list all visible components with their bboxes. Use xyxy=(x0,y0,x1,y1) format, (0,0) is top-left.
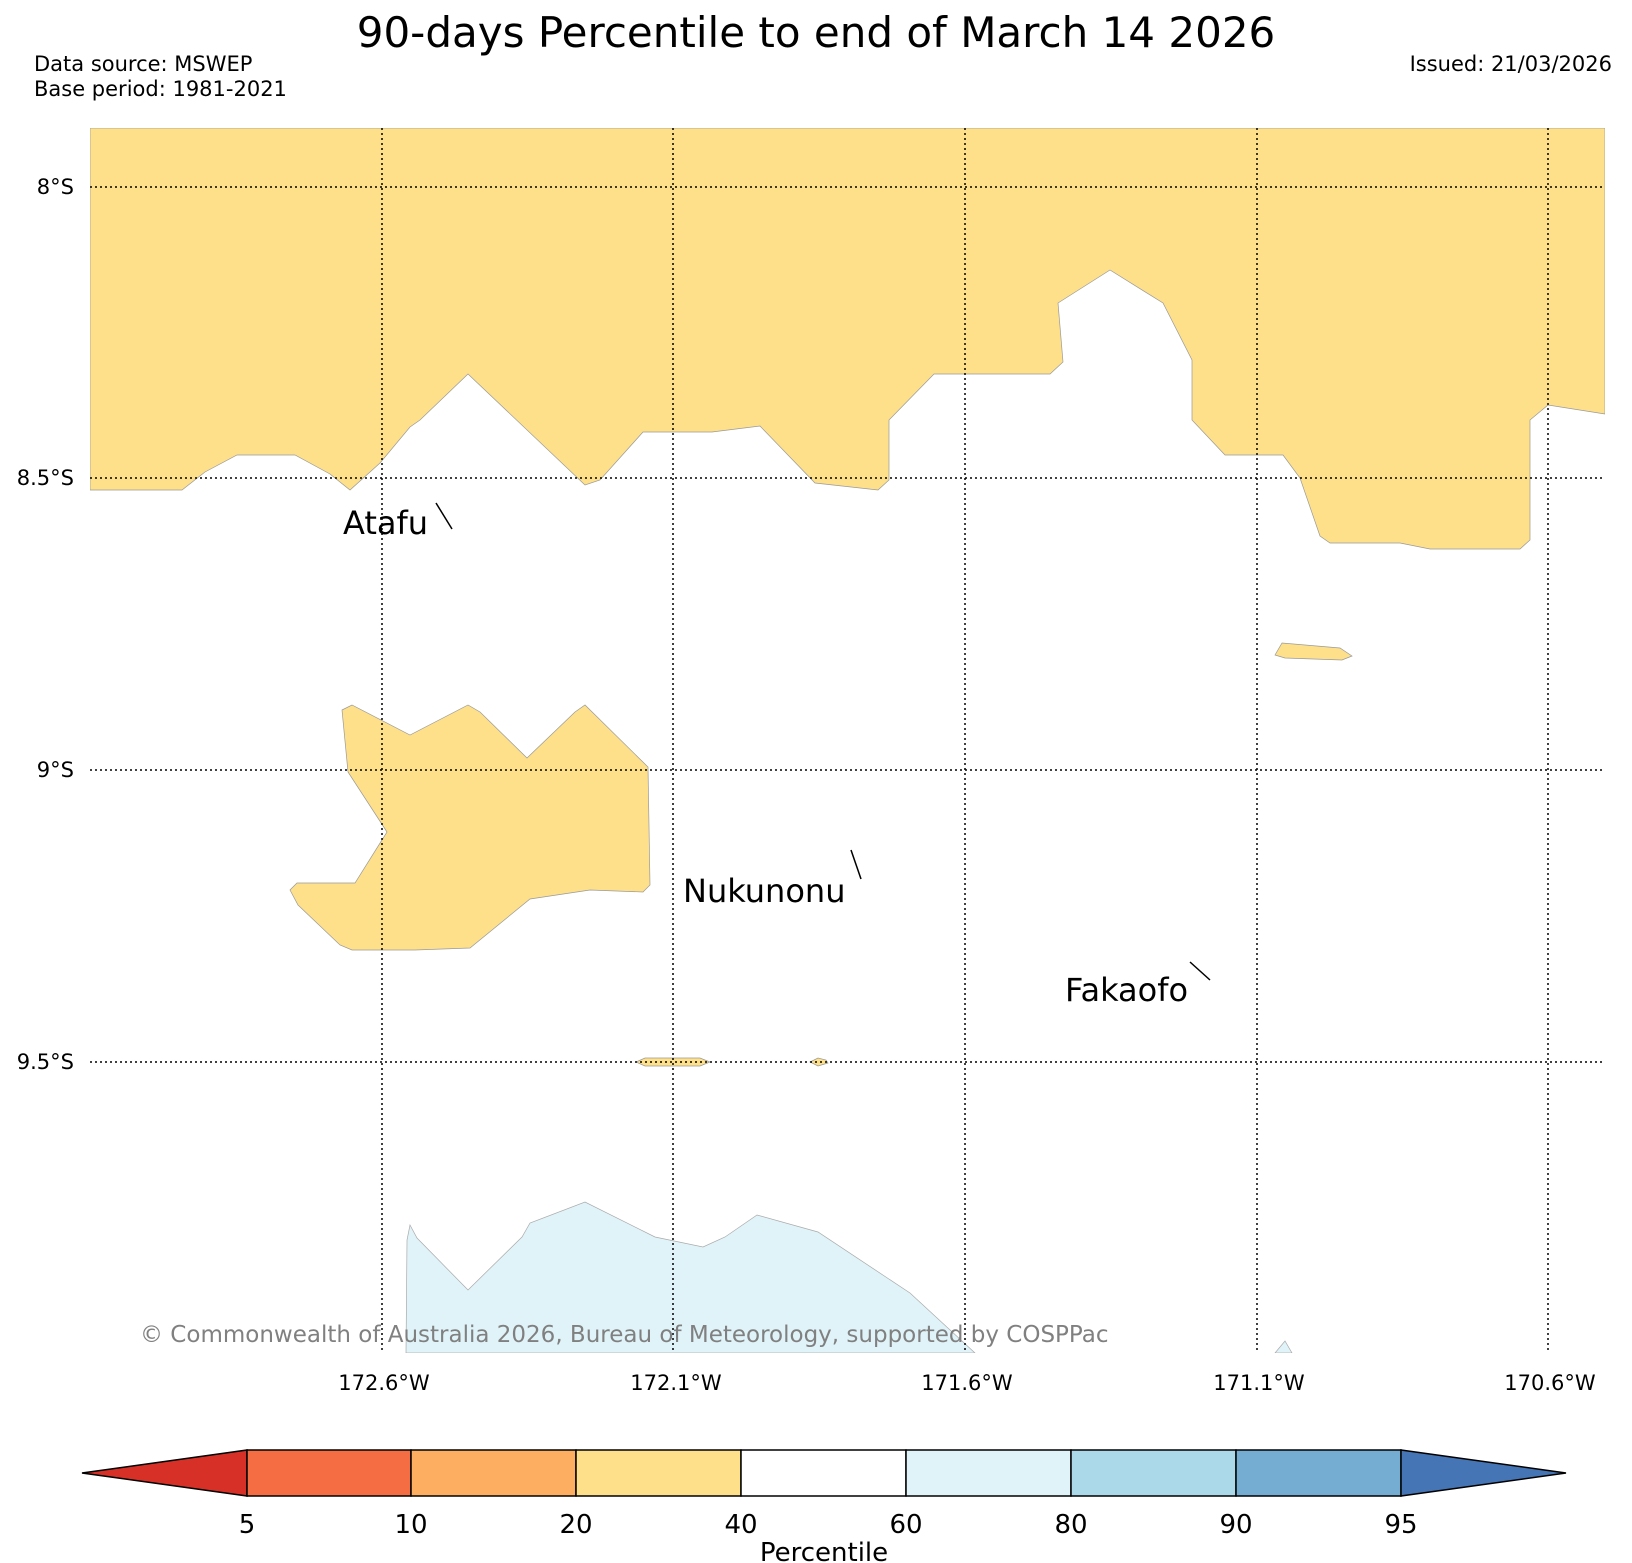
lon-label-172-1w: 172.1°W xyxy=(630,1371,722,1395)
longitude-labels: 172.6°W 172.1°W 171.6°W 171.1°W 170.6°W xyxy=(338,1371,1596,1395)
region-60-80-south-east xyxy=(1274,1340,1293,1353)
colorbar-bin-60-80 xyxy=(905,1449,1072,1497)
nukunonu-marker xyxy=(850,849,862,880)
lon-label-172-6w: 172.6°W xyxy=(338,1371,430,1395)
colorbar-high-extension xyxy=(1400,1449,1567,1497)
lon-label-171-1w: 171.1°W xyxy=(1213,1371,1305,1395)
lat-label-8-5s: 8.5°S xyxy=(17,466,74,490)
lat-label-9-5s: 9.5°S xyxy=(17,1050,74,1074)
region-20-40-north xyxy=(90,128,1605,550)
colorbar-ticks: 5 10 20 40 60 80 90 95 Percentile xyxy=(239,1510,1418,1563)
lon-label-170-6w: 170.6°W xyxy=(1504,1371,1596,1395)
colorbar-tick-40: 40 xyxy=(724,1510,757,1540)
lon-label-171-6w: 171.6°W xyxy=(921,1371,1013,1395)
place-label-atafu: Atafu xyxy=(343,504,428,542)
colorbar: 5 10 20 40 60 80 90 95 Percentile xyxy=(81,1449,1567,1563)
copyright-text: © Commonwealth of Australia 2026, Bureau… xyxy=(140,1322,1109,1348)
latitude-labels: 8°S 8.5°S 9°S 9.5°S xyxy=(17,175,74,1074)
colorbar-tick-80: 80 xyxy=(1054,1510,1087,1540)
colorbar-bin-40-60 xyxy=(740,1449,907,1497)
colorbar-tick-60: 60 xyxy=(889,1510,922,1540)
place-label-fakaofo: Fakaofo xyxy=(1065,971,1188,1009)
base-period-text: Base period: 1981-2021 xyxy=(34,77,287,101)
issued-info: Issued: 21/03/2026 xyxy=(1410,52,1612,77)
colorbar-bin-10-20 xyxy=(410,1449,577,1497)
colorbar-tick-90: 90 xyxy=(1219,1510,1252,1540)
map-title: 90-days Percentile to end of March 14 20… xyxy=(356,8,1276,57)
colorbar-bin-80-90 xyxy=(1070,1449,1237,1497)
data-source-text: Data source: MSWEP xyxy=(34,52,253,76)
colorbar-label: Percentile xyxy=(760,1538,888,1563)
region-60-80-south xyxy=(405,1201,976,1353)
colorbar-bin-5-10 xyxy=(246,1449,412,1497)
lat-label-8s: 8°S xyxy=(37,175,74,199)
colorbar-tick-95: 95 xyxy=(1384,1510,1417,1540)
atafu-marker xyxy=(435,502,453,530)
colorbar-bin-20-40 xyxy=(575,1449,742,1497)
colorbar-tick-5: 5 xyxy=(239,1510,256,1540)
colorbar-bin-90-95 xyxy=(1235,1449,1402,1497)
fakaofo-marker xyxy=(1189,961,1211,981)
place-label-nukunonu: Nukunonu xyxy=(683,872,845,910)
longitude-gridlines xyxy=(381,128,1549,1353)
region-20-40-east-patch xyxy=(1274,642,1353,661)
colorbar-tick-10: 10 xyxy=(394,1510,427,1540)
colorbar-tick-20: 20 xyxy=(559,1510,592,1540)
lat-label-9s: 9°S xyxy=(37,758,74,782)
data-source-info: Data source: MSWEP Base period: 1981-202… xyxy=(34,52,287,102)
region-20-40-west xyxy=(289,704,651,951)
map-panel: Atafu Nukunonu Fakaofo © Commonwealth of… xyxy=(90,128,1605,1353)
colorbar-low-extension xyxy=(81,1449,248,1497)
issued-text: Issued: 21/03/2026 xyxy=(1409,52,1612,76)
